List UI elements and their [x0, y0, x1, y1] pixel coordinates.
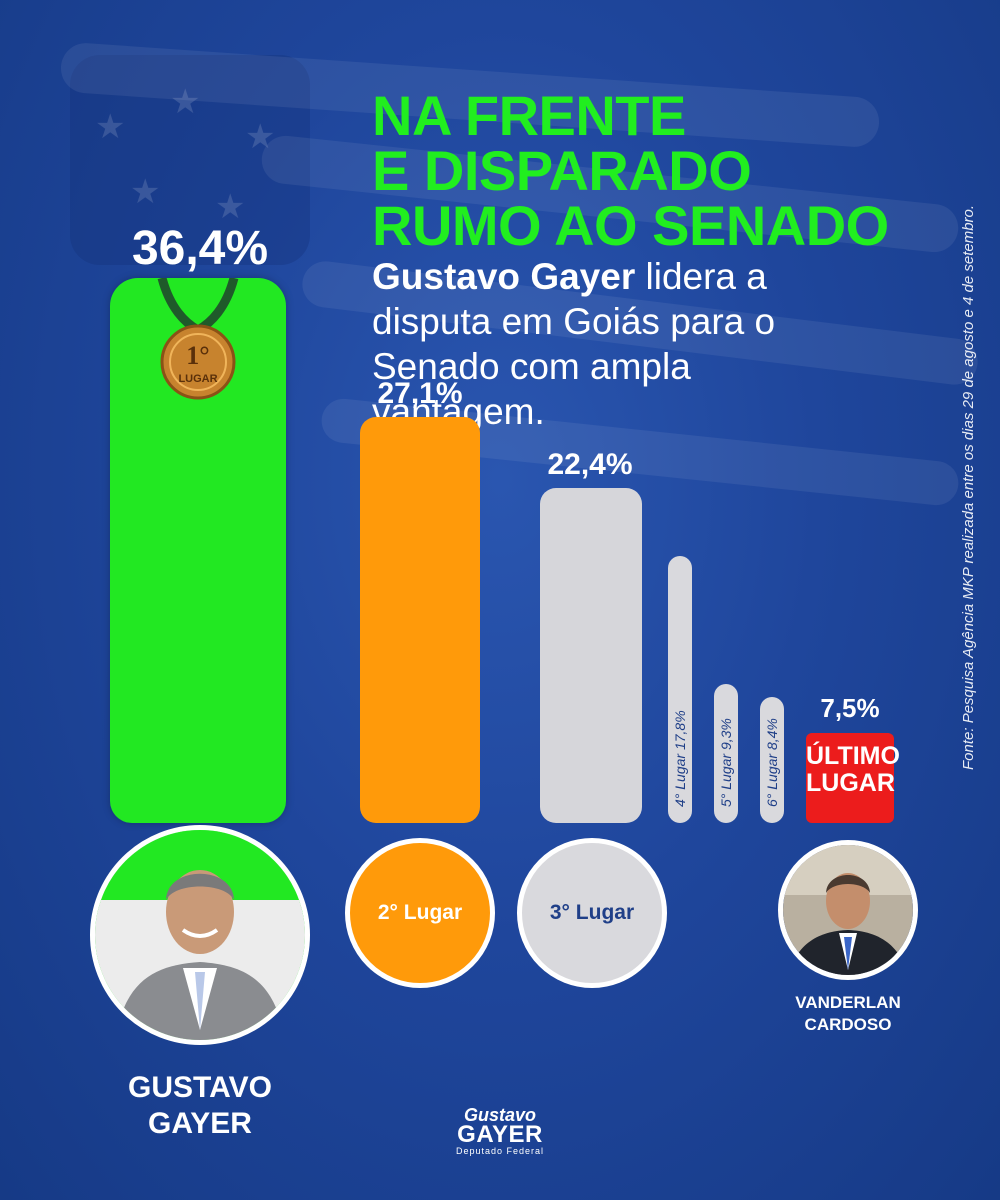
value-label-first: 36,4% — [131, 222, 269, 275]
candidate-name-last: VANDERLAN CARDOSO — [768, 992, 928, 1036]
headline-line: E DISPARADO — [372, 139, 752, 202]
logo: Gustavo GAYER Deputado Federal — [455, 1105, 545, 1156]
bar-label-sixth: 6° Lugar 8,4% — [764, 718, 780, 807]
name-line: GUSTAVO — [128, 1071, 272, 1104]
bar-third-place — [540, 487, 642, 823]
headline-line: RUMO AO SENADO — [372, 194, 889, 257]
star-icon: ★ — [245, 117, 276, 157]
name-line: VANDERLAN — [795, 993, 901, 1012]
bar-label-fifth: 5° Lugar 9,3% — [718, 718, 734, 807]
svg-text:LUGAR: LUGAR — [178, 373, 217, 385]
star-icon: ★ — [215, 187, 246, 227]
star-icon: ★ — [170, 82, 201, 122]
gold-medal-icon: 1° LUGAR — [157, 278, 239, 400]
subtitle-name: Gustavo Gayer — [372, 256, 636, 297]
candidate-photo-icon — [95, 830, 305, 1040]
headline: NA FRENTE E DISPARADO RUMO AO SENADO — [372, 84, 932, 257]
headline-line: NA FRENTE — [372, 84, 686, 147]
subtitle: Gustavo Gayer lidera a disputa em Goiás … — [372, 254, 872, 434]
bar-fifth-place: 5° Lugar 9,3% — [714, 683, 738, 823]
placement-circle-second: 2° Lugar — [345, 838, 495, 988]
value-label-second: 27,1% — [377, 377, 463, 411]
star-icon: ★ — [95, 107, 126, 147]
star-icon: ★ — [130, 172, 161, 212]
candidate-photo-first — [90, 825, 310, 1045]
name-line: CARDOSO — [804, 1015, 892, 1034]
placement-label: 2° Lugar — [377, 901, 463, 924]
bar-label-fourth: 4° Lugar 17,8% — [672, 710, 688, 807]
svg-text:1°: 1° — [186, 341, 209, 370]
bar-first-place: 1° LUGAR — [110, 278, 286, 823]
subtitle-text: lidera a disputa em Goiás para o Senado … — [372, 256, 776, 432]
bar-sixth-place: 6° Lugar 8,4% — [760, 697, 784, 823]
bar-second-place — [360, 417, 480, 823]
last-badge-line: LUGAR — [806, 769, 895, 797]
placement-label: 3° Lugar — [549, 901, 635, 924]
value-label-third: 22,4% — [547, 447, 633, 481]
candidate-name-first: GUSTAVO GAYER — [90, 1070, 310, 1142]
placement-circle-third: 3° Lugar — [517, 838, 667, 988]
candidate-photo-last — [778, 840, 918, 980]
source-note: Fonte: Pesquisa Agência MKP realizada en… — [960, 204, 977, 770]
flag-background — [70, 55, 310, 265]
name-line: GAYER — [148, 1107, 252, 1140]
value-label-last: 7,5% — [820, 693, 880, 723]
candidate-photo-icon — [783, 845, 913, 975]
bar-fourth-place: 4° Lugar 17,8% — [668, 556, 692, 823]
last-badge-line: ÚLTIMO — [806, 742, 900, 770]
last-place-badge: ÚLTIMO LUGAR — [806, 733, 900, 823]
